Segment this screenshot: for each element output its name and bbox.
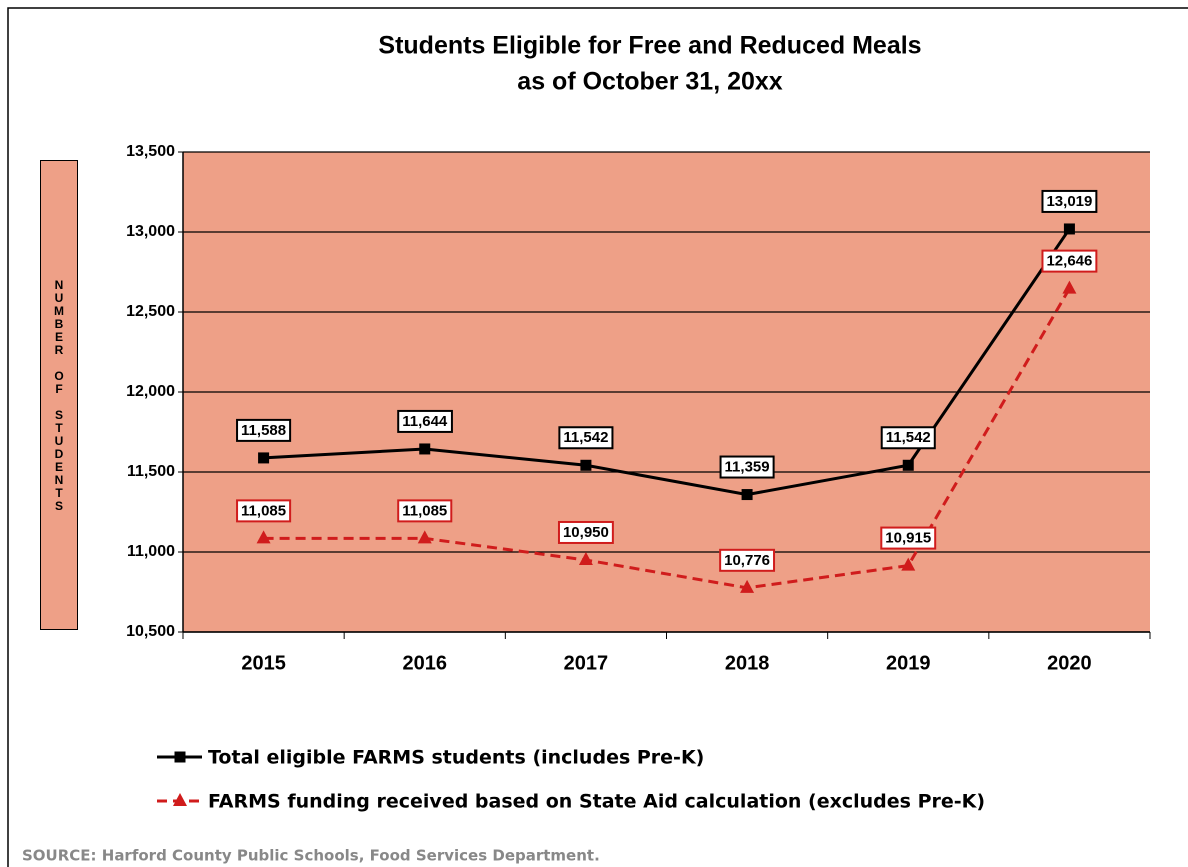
x-tick-label: 2016 (403, 652, 448, 674)
data-label: 13,019 (1046, 193, 1092, 210)
marker (1062, 280, 1077, 294)
y-axis-label-box: NUMBER OF STUDENTS (40, 160, 78, 630)
marker (580, 459, 592, 471)
marker (417, 530, 432, 544)
y-tick-label: 11,000 (127, 543, 175, 560)
x-tick-label: 2019 (886, 652, 931, 674)
data-label-group: 11,644 (397, 409, 453, 433)
data-label-box (397, 409, 453, 433)
data-label-group: 11,588 (236, 418, 292, 442)
source: SOURCE: Harford County Public Schools, F… (22, 847, 600, 865)
legend-label: Total eligible FARMS students (includes … (208, 747, 704, 769)
data-label-group: 11,085 (236, 499, 292, 523)
data-label-box (236, 418, 292, 442)
data-label-group: 10,776 (719, 548, 776, 572)
data-label-box (719, 455, 775, 479)
data-label: 12,646 (1046, 253, 1092, 270)
y-tick-label: 12,500 (126, 303, 175, 320)
marker (902, 459, 914, 471)
data-label: 11,085 (402, 502, 447, 519)
marker (741, 489, 753, 501)
data-label-group: 11,359 (719, 455, 775, 479)
data-label: 10,950 (563, 524, 609, 541)
data-label: 11,542 (886, 429, 931, 446)
data-label-box (880, 426, 936, 450)
marker (258, 452, 270, 464)
data-label: 11,542 (563, 429, 608, 446)
data-label-group: 11,542 (880, 426, 936, 450)
data-label-box (719, 548, 776, 572)
data-label-box (557, 520, 614, 544)
chart-border (7, 7, 1188, 867)
x-tick-label: 2020 (1047, 652, 1092, 674)
data-label: 11,085 (241, 502, 286, 519)
x-tick-label: 2017 (564, 652, 609, 674)
marker (740, 579, 755, 593)
data-label-box (1041, 189, 1098, 213)
data-label-group: 11,085 (397, 499, 453, 523)
data-label: 10,776 (724, 552, 770, 569)
data-label-group: 13,019 (1041, 189, 1098, 213)
data-label-group: 11,542 (558, 426, 614, 450)
data-label: 11,644 (402, 413, 448, 430)
x-tick-label: 2015 (241, 652, 286, 674)
chart-title: Students Eligible for Free and Reduced M… (378, 32, 921, 60)
data-label: 10,915 (885, 530, 931, 547)
data-label-group: 10,950 (557, 520, 614, 544)
y-tick-label: 12,000 (126, 383, 175, 400)
marker (419, 443, 431, 455)
chart-subtitle: as of October 31, 20xx (517, 68, 783, 96)
legend-marker (174, 751, 186, 763)
y-tick-label: 11,500 (127, 463, 175, 480)
data-label-box (880, 526, 937, 550)
y-axis-label: NUMBER OF STUDENTS (52, 278, 66, 512)
y-tick-label: 10,500 (126, 623, 175, 640)
marker (578, 552, 593, 565)
y-tick-label: 13,000 (126, 223, 175, 240)
x-tick-label: 2018 (725, 652, 770, 674)
legend-label: FARMS funding received based on State Ai… (208, 791, 985, 813)
series-line (263, 287, 1071, 590)
data-label-box (236, 499, 292, 523)
data-label-box (1041, 249, 1098, 273)
data-label-group: 10,915 (880, 526, 937, 550)
marker (256, 530, 271, 544)
series-line (263, 228, 1071, 497)
legend-marker (173, 793, 187, 806)
data-label: 11,588 (241, 422, 286, 439)
data-label-box (397, 499, 453, 523)
data-label-group: 12,646 (1041, 249, 1098, 273)
y-tick-label: 13,500 (126, 143, 175, 160)
marker (1063, 223, 1075, 235)
data-label: 11,359 (725, 459, 770, 476)
data-label-box (558, 426, 614, 450)
marker (901, 557, 916, 571)
